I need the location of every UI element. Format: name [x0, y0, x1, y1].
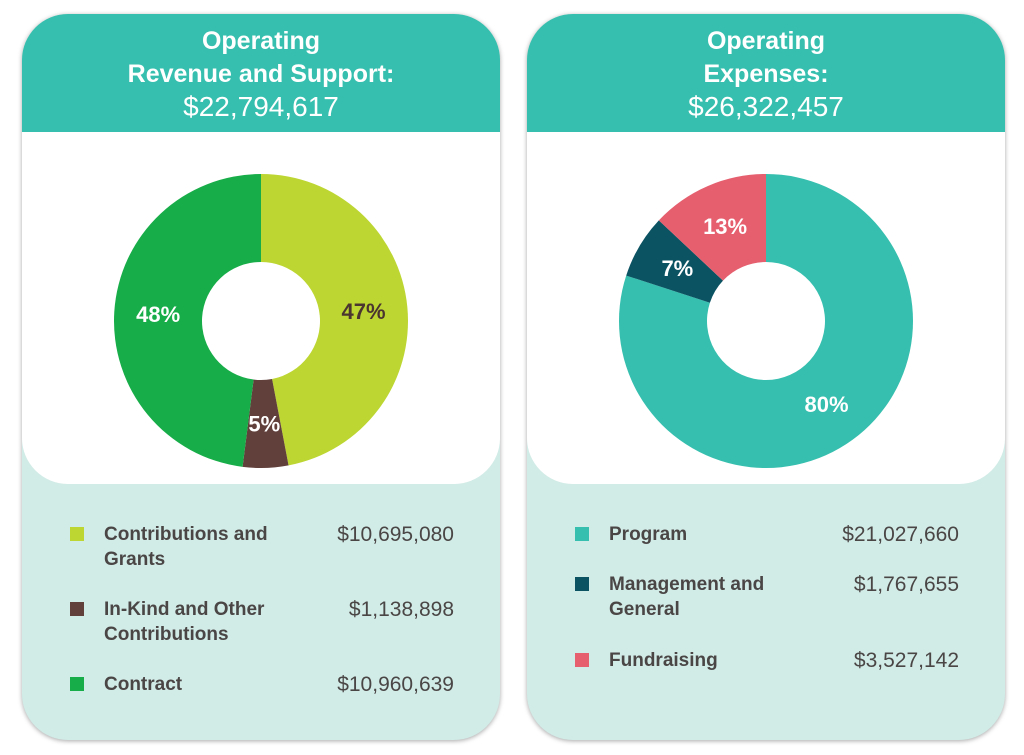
- expenses-legend: Program $21,027,660 Management and Gener…: [527, 484, 1005, 740]
- legend-amount: $10,695,080: [337, 523, 454, 546]
- slice-label-contributions-and-grants: 47%: [342, 299, 386, 324]
- legend-swatch: [575, 653, 589, 667]
- slice-label-in-kind-and-other-contributions: 5%: [248, 411, 280, 436]
- revenue-legend: Contributions and Grants $10,695,080 In-…: [22, 484, 500, 740]
- legend-swatch: [70, 602, 84, 616]
- legend-label: Fundraising: [609, 650, 718, 671]
- legend-swatch: [70, 677, 84, 691]
- legend-swatch: [575, 577, 589, 591]
- legend-amount: $21,027,660: [842, 523, 959, 546]
- legend-label: In-Kind and Other Contributions: [104, 599, 265, 645]
- slice-in-kind-and-other-contributions: [242, 378, 289, 469]
- expenses-total: $26,322,457: [688, 91, 844, 122]
- slice-contract: [113, 174, 261, 467]
- legend-label: Program: [609, 524, 688, 545]
- expenses-title-line2: Expenses:: [703, 60, 829, 88]
- revenue-chart-panel: 47% 5% 48%: [22, 132, 500, 484]
- slice-label-management-and-general: 7%: [661, 256, 693, 281]
- slice-label-fundraising: 13%: [703, 214, 747, 239]
- legend-label: Contributions and Grants: [104, 524, 268, 570]
- expenses-chart-panel: 80% 7% 13%: [527, 132, 1005, 484]
- legend-amount: $1,138,898: [348, 598, 454, 621]
- slice-label-program: 80%: [805, 392, 849, 417]
- expenses-card: Operating Expenses: $26,322,457 80% 7% 13%…: [527, 14, 1005, 740]
- legend-amount: $1,767,655: [853, 573, 959, 596]
- legend-label: Management and General: [609, 574, 765, 620]
- revenue-card: Operating Revenue and Support: $22,794,6…: [22, 14, 500, 740]
- revenue-header: Operating Revenue and Support: $22,794,6…: [22, 14, 500, 132]
- expenses-donut-chart: 80% 7% 13%: [619, 174, 913, 468]
- legend-swatch: [575, 527, 589, 541]
- slice-contributions-and-grants: [261, 174, 409, 466]
- slice-label-contract: 48%: [136, 302, 180, 327]
- revenue-donut-chart: 47% 5% 48%: [113, 174, 409, 469]
- revenue-title-line1: Operating: [201, 27, 321, 55]
- slice-management-and-general: [626, 220, 723, 303]
- expenses-title-line1: Operating: [706, 27, 826, 55]
- slice-program: [619, 174, 913, 468]
- legend-label: Contract: [104, 674, 183, 695]
- legend-amount: $3,527,142: [853, 649, 959, 672]
- legend-amount: $10,960,639: [337, 673, 454, 696]
- expenses-header: Operating Expenses: $26,322,457: [527, 14, 1005, 132]
- revenue-title-line2: Revenue and Support:: [127, 60, 395, 88]
- revenue-total: $22,794,617: [183, 91, 339, 122]
- legend-swatch: [70, 527, 84, 541]
- slice-fundraising: [658, 174, 766, 281]
